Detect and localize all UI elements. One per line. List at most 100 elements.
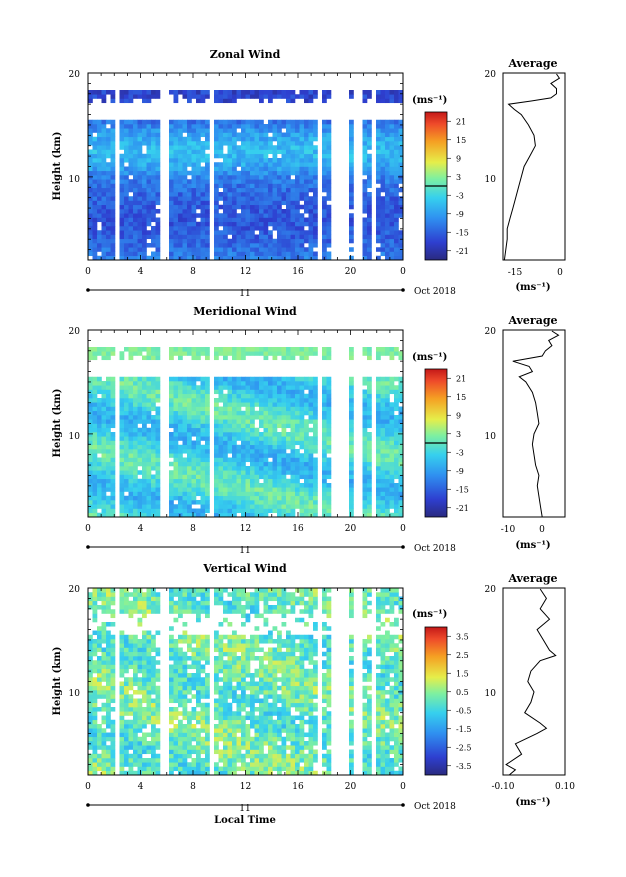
- zonal-heatmap-cell: [228, 196, 233, 201]
- meridional-profile: Average 20 10 -10 0 (ms⁻¹): [485, 314, 565, 551]
- meridional-heatmap-cell: [183, 377, 188, 382]
- zonal-heatmap-cell: [241, 154, 246, 159]
- vertical-heatmap-cell: [241, 741, 246, 746]
- meridional-heatmap-cell: [259, 385, 264, 390]
- zonal-heatmap-cell: [214, 133, 219, 138]
- vertical-heatmap-cell: [178, 737, 183, 742]
- meridional-heatmap-cell: [394, 441, 399, 446]
- meridional-heatmap-cell: [327, 449, 332, 454]
- meridional-heatmap-cell: [178, 470, 183, 475]
- zonal-heatmap-cell: [241, 158, 246, 163]
- zonal-heatmap-cell: [147, 243, 152, 248]
- zonal-heatmap-cell: [156, 201, 161, 206]
- meridional-heatmap-cell: [381, 424, 386, 429]
- zonal-heatmap-cell: [300, 90, 305, 95]
- zonal-heatmap-cell: [268, 158, 273, 163]
- zonal-heatmap-cell: [376, 90, 381, 95]
- zonal-heatmap-cell: [228, 179, 233, 184]
- meridional-heatmap-cell: [309, 492, 314, 497]
- zonal-heatmap-cell: [277, 218, 282, 223]
- zonal-heatmap-cell: [394, 120, 399, 125]
- meridional-heatmap-cell: [187, 470, 192, 475]
- vertical-heatmap-cell: [250, 741, 255, 746]
- zonal-heatmap-cell: [390, 128, 395, 133]
- meridional-heatmap-cell: [223, 347, 228, 352]
- meridional-heatmap-cell: [192, 356, 197, 361]
- zonal-heatmap-cell: [322, 226, 327, 231]
- meridional-heatmap-cell: [214, 462, 219, 467]
- vertical-heatmap-cell: [349, 728, 354, 733]
- zonal-heatmap-cell: [300, 218, 305, 223]
- meridional-heatmap-cell: [156, 496, 161, 501]
- meridional-heatmap-cell: [93, 453, 98, 458]
- meridional-heatmap-cell: [237, 432, 242, 437]
- vertical-heatmap-cell: [124, 745, 129, 750]
- meridional-heatmap-cell: [327, 466, 332, 471]
- zonal-heatmap-cell: [277, 184, 282, 189]
- meridional-heatmap-cell: [295, 441, 300, 446]
- meridional-heatmap-cell: [273, 411, 278, 416]
- meridional-heatmap-cell: [255, 390, 260, 395]
- zonal-heatmap-cell: [349, 188, 354, 193]
- zonal-heatmap-cell: [250, 128, 255, 133]
- zonal-heatmap-cell: [106, 218, 111, 223]
- meridional-heatmap-cell: [174, 441, 179, 446]
- zonal-heatmap-cell: [93, 243, 98, 248]
- vertical-heatmap-cell: [156, 711, 161, 716]
- meridional-heatmap-cell: [313, 441, 318, 446]
- zonal-heatmap-cell: [385, 90, 390, 95]
- meridional-heatmap-cell: [187, 483, 192, 488]
- meridional-heatmap-cell: [259, 496, 264, 501]
- vertical-heatmap-cell: [192, 716, 197, 721]
- zonal-heatmap-cell: [129, 243, 134, 248]
- meridional-heatmap-cell: [214, 487, 219, 492]
- meridional-heatmap-cell: [187, 475, 192, 480]
- vertical-heatmap-cell: [277, 750, 282, 755]
- zonal-heatmap-cell: [322, 141, 327, 146]
- vertical-heatmap-cell: [237, 724, 242, 729]
- zonal-heatmap-cell: [394, 239, 399, 244]
- meridional-heatmap-cell: [394, 458, 399, 463]
- zonal-heatmap-cell: [237, 154, 242, 159]
- zonal-heatmap-cell: [381, 226, 386, 231]
- meridional-heatmap-cell: [313, 436, 318, 441]
- zonal-heatmap-cell: [381, 252, 386, 257]
- vertical-heatmap-cell: [120, 733, 125, 738]
- meridional-heatmap-cell: [259, 509, 264, 514]
- meridional-heatmap-cell: [228, 466, 233, 471]
- zonal-heatmap-cell: [394, 141, 399, 146]
- zonal-heatmap-cell: [363, 205, 368, 210]
- zonal-heatmap-cell: [246, 145, 251, 150]
- zonal-heatmap-cell: [313, 213, 318, 218]
- zonal-heatmap-cell: [192, 154, 197, 159]
- zonal-heatmap-cell: [192, 171, 197, 176]
- meridional-heatmap-cell: [138, 419, 143, 424]
- zonal-heatmap-cell: [363, 154, 368, 159]
- meridional-heatmap-cell: [169, 475, 174, 480]
- meridional-heatmap-cell: [367, 419, 372, 424]
- zonal-heatmap-cell: [313, 162, 318, 167]
- meridional-heatmap-cell: [133, 445, 138, 450]
- zonal-heatmap-cell: [93, 162, 98, 167]
- zonal-heatmap-cell: [183, 218, 188, 223]
- zonal-heatmap-cell: [381, 218, 386, 223]
- meridional-heatmap-cell: [322, 487, 327, 492]
- meridional-heatmap-cell: [304, 432, 309, 437]
- meridional-heatmap-cell: [147, 394, 152, 399]
- zonal-heatmap-cell: [156, 120, 161, 125]
- meridional-heatmap-cell: [282, 402, 287, 407]
- zonal-heatmap-cell: [273, 247, 278, 252]
- meridional-heatmap-cell: [133, 381, 138, 386]
- vertical-heatmap-cell: [282, 762, 287, 767]
- zonal-heatmap-cell: [205, 252, 210, 257]
- vertical-heatmap-cell: [268, 758, 273, 763]
- zonal-heatmap-cell: [237, 213, 242, 218]
- meridional-heatmap-cell: [214, 424, 219, 429]
- vertical-heatmap-cell: [282, 724, 287, 729]
- meridional-heatmap-cell: [223, 470, 228, 475]
- meridional-profile-line: [513, 331, 559, 517]
- zonal-heatmap-cell: [183, 94, 188, 99]
- zonal-heatmap-cell: [124, 230, 129, 235]
- vertical-heatmap-cell: [282, 754, 287, 759]
- meridional-heatmap-cell: [313, 419, 318, 424]
